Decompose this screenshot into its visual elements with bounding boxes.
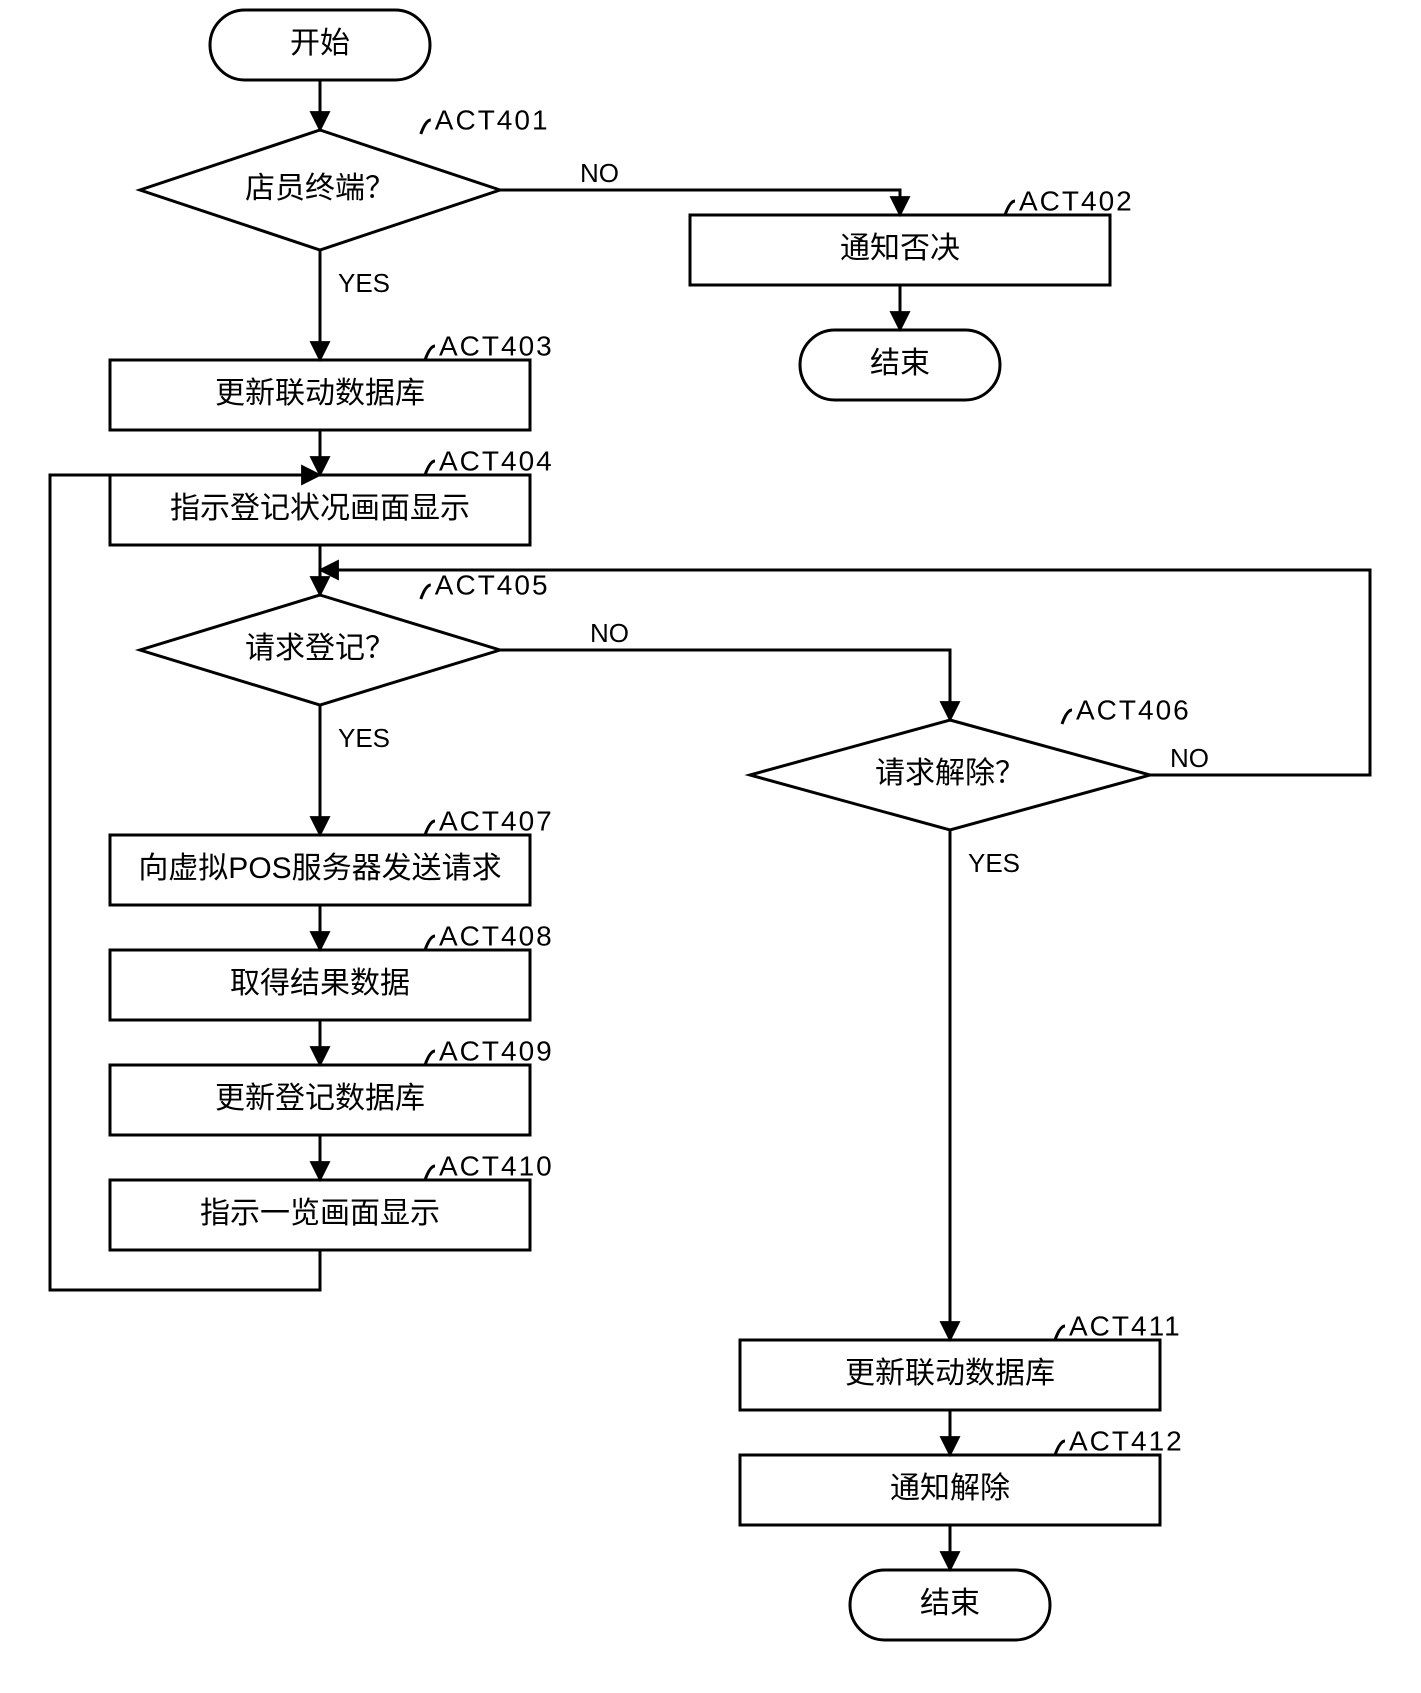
- node-text-p404: 指示登记状况画面显示: [170, 492, 470, 525]
- act-label-p410: ACT410: [439, 1150, 554, 1181]
- node-text-d406: 请求解除？: [875, 757, 1025, 790]
- node-text-end1: 结束: [870, 347, 930, 380]
- node-p411: 更新联动数据库 ACT411: [740, 1310, 1182, 1410]
- branch-label: YES: [968, 848, 1020, 878]
- act-label-p407: ACT407: [439, 805, 554, 836]
- branch-label: NO: [580, 158, 619, 188]
- branch-label: NO: [1170, 743, 1209, 773]
- node-p404: 指示登记状况画面显示 ACT404: [110, 445, 554, 545]
- act-label-p411: ACT411: [1069, 1310, 1182, 1341]
- node-text-p412: 通知解除: [890, 1472, 1010, 1505]
- node-d405: 请求登记？ ACT405: [140, 569, 550, 705]
- node-text-p407: 向虚拟POS服务器发送请求: [138, 852, 501, 885]
- node-text-p408: 取得结果数据: [230, 967, 410, 1000]
- edge: [320, 570, 1370, 775]
- node-text-p402: 通知否决: [840, 232, 960, 265]
- act-label-p409: ACT409: [439, 1035, 554, 1066]
- node-text-d401: 店员终端？: [245, 172, 395, 205]
- node-p403: 更新联动数据库 ACT403: [110, 330, 554, 430]
- node-text-p409: 更新登记数据库: [215, 1082, 425, 1115]
- node-text-end2: 结束: [920, 1587, 980, 1620]
- node-p402: 通知否决 ACT402: [690, 185, 1134, 285]
- node-end1: 结束: [800, 330, 1000, 400]
- node-p407: 向虚拟POS服务器发送请求 ACT407: [110, 805, 554, 905]
- act-label-d406: ACT406: [1076, 694, 1191, 725]
- node-d401: 店员终端？ ACT401: [140, 104, 550, 250]
- node-end2: 结束: [850, 1570, 1050, 1640]
- act-label-p404: ACT404: [439, 445, 554, 476]
- act-label-d401: ACT401: [435, 104, 550, 135]
- edge: [500, 190, 900, 215]
- node-p408: 取得结果数据 ACT408: [110, 920, 554, 1020]
- node-text-start: 开始: [290, 27, 350, 60]
- edge: [500, 650, 950, 720]
- node-d406: 请求解除？ ACT406: [750, 694, 1191, 830]
- node-text-d405: 请求登记？: [245, 632, 395, 665]
- node-p409: 更新登记数据库 ACT409: [110, 1035, 554, 1135]
- node-p412: 通知解除 ACT412: [740, 1425, 1184, 1525]
- branch-label: NO: [590, 618, 629, 648]
- node-text-p410: 指示一览画面显示: [200, 1197, 440, 1230]
- branch-label: YES: [338, 723, 390, 753]
- node-p410: 指示一览画面显示 ACT410: [110, 1150, 554, 1250]
- act-label-p403: ACT403: [439, 330, 554, 361]
- act-label-d405: ACT405: [435, 569, 550, 600]
- node-start: 开始: [210, 10, 430, 80]
- act-label-p402: ACT402: [1019, 185, 1134, 216]
- act-label-p408: ACT408: [439, 920, 554, 951]
- act-label-p412: ACT412: [1069, 1425, 1184, 1456]
- branch-label: YES: [338, 268, 390, 298]
- node-text-p403: 更新联动数据库: [215, 377, 425, 410]
- node-text-p411: 更新联动数据库: [845, 1357, 1055, 1390]
